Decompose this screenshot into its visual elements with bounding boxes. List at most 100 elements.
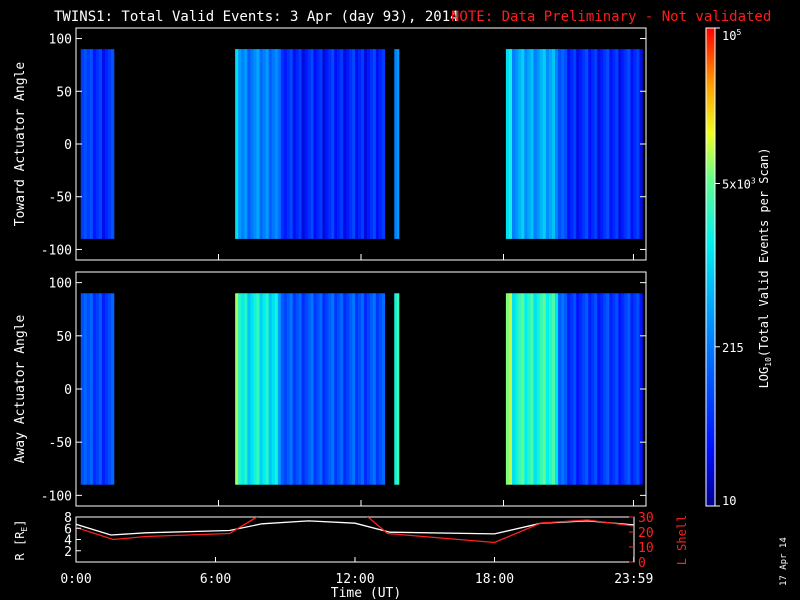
heatmap-cell [89, 49, 94, 239]
heatmap-cell [372, 293, 377, 485]
heatmap-cell [396, 49, 400, 239]
heatmap-cell [277, 293, 282, 485]
heatmap-cell [594, 293, 598, 485]
heatmap-cell [542, 293, 547, 485]
heatmap-cell [630, 49, 634, 239]
heatmap-cell [627, 49, 631, 239]
heatmap-cell [280, 49, 285, 239]
heatmap-cell [343, 293, 347, 485]
y-tick-label: 8 [64, 511, 72, 526]
heatmap-cell [238, 49, 242, 239]
heatmap-cell [292, 49, 296, 239]
chart-title: TWINS1: Total Valid Events: 3 Apr (day 9… [54, 9, 459, 25]
heatmap-cell [594, 49, 598, 239]
heatmap-cell [328, 49, 332, 239]
heatmap-cell [262, 49, 266, 239]
colorbar-tick-label: 105 [722, 28, 741, 43]
heatmap-cell [618, 293, 622, 485]
heatmap-cell [241, 293, 245, 485]
heatmap-cell [600, 293, 604, 485]
heatmap-cell [515, 49, 519, 239]
heatmap-cell [588, 49, 592, 239]
heatmap-cell [527, 293, 531, 485]
heatmap-cell [521, 49, 525, 239]
heatmap-cell [101, 49, 106, 239]
heatmap-cell [606, 293, 610, 485]
heatmap-cell [533, 293, 537, 485]
heatmap-cell [361, 293, 365, 485]
heatmap-cell [334, 293, 338, 485]
colorbar-tick-label: 215 [722, 341, 744, 355]
heatmap-cell [95, 293, 100, 485]
heatmap-cell [369, 293, 374, 485]
heatmap-cell [530, 49, 534, 239]
y2-tick-label: 30 [638, 511, 654, 526]
heatmap-cell [355, 49, 359, 239]
heatmap-cell [349, 293, 353, 485]
heatmap-cell [576, 49, 580, 239]
heatmap-cell [86, 49, 91, 239]
heatmap-cell [505, 49, 510, 239]
heatmap-cell [624, 293, 628, 485]
heatmap-cell [316, 293, 320, 485]
heatmap-cell [630, 293, 634, 485]
heatmap-cell [322, 293, 326, 485]
x-tick-label: 6:00 [200, 572, 231, 587]
heatmap-cell [283, 49, 288, 239]
heatmap-cell [378, 49, 383, 239]
heatmap-cell [355, 293, 359, 485]
heatmap-cell [256, 49, 260, 239]
heatmap-cell [636, 49, 640, 239]
heatmap-cell [615, 49, 619, 239]
x-tick-label: 12:00 [335, 572, 374, 587]
y-tick-label: 100 [49, 33, 72, 48]
heatmap-cell [271, 49, 276, 239]
heatmap-cell [597, 49, 601, 239]
heatmap-cell [310, 49, 314, 239]
heatmap-cell [247, 293, 251, 485]
y-tick-label: -100 [41, 243, 72, 258]
heatmap-cell [289, 49, 294, 239]
heatmap-cell [527, 49, 531, 239]
heatmap-cell [304, 293, 308, 485]
heatmap-cell [573, 49, 577, 239]
heatmap-cell [313, 49, 317, 239]
heatmap-cell [259, 49, 263, 239]
heatmap-cell [545, 293, 550, 485]
heatmap-cell [633, 49, 637, 239]
heatmap-cell [325, 49, 329, 239]
heatmap-cell [564, 293, 568, 485]
heatmap-cell [615, 293, 619, 485]
heatmap-cell [340, 49, 344, 239]
y-tick-label: 6 [64, 522, 72, 537]
heatmap-cell [292, 293, 296, 485]
heatmap-cell [542, 49, 547, 239]
y2-tick-label: 0 [638, 556, 646, 571]
heatmap-cell [107, 49, 112, 239]
heatmap-cell [268, 49, 273, 239]
heatmap-cell [101, 293, 106, 485]
heatmap-cell [508, 49, 513, 239]
heatmap-cell [536, 293, 540, 485]
heatmap-cell [524, 49, 528, 239]
heatmap-cell [539, 293, 544, 485]
heatmap-cell [533, 49, 537, 239]
heatmap-cell [247, 49, 251, 239]
heatmap-cell [585, 293, 589, 485]
heatmap-cell [110, 49, 115, 239]
heatmap-cell [588, 293, 592, 485]
heatmap-cell [521, 293, 525, 485]
heatmap-cell [295, 293, 299, 485]
heatmap-cell [304, 49, 308, 239]
heatmap-cell [268, 293, 273, 485]
heatmap-cell [244, 49, 248, 239]
ylabel-toward: Toward Actuator Angle [13, 62, 28, 227]
panel-toward: 100 50 0 -50 -100 Toward Actuator Angle [13, 27, 647, 261]
heatmap-cell [612, 49, 616, 239]
heatmap-cell [83, 49, 88, 239]
heatmap-cell [358, 293, 362, 485]
heatmap-cell [340, 293, 344, 485]
heatmap-cell [591, 49, 595, 239]
y-tick-label: 2 [64, 545, 72, 560]
